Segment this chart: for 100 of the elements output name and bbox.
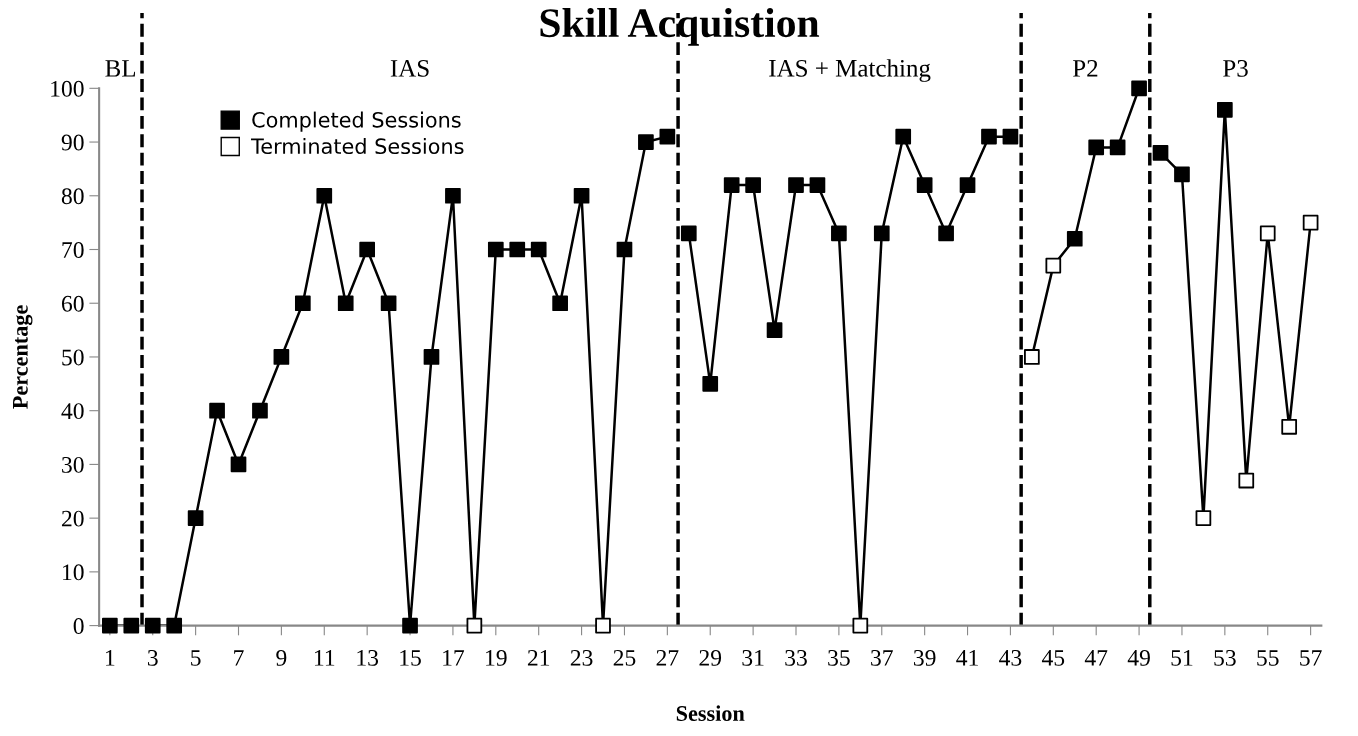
x-tick-label: 3: [147, 649, 158, 666]
point: [1131, 80, 1147, 97]
x-tick-label: 9: [276, 649, 287, 666]
point: [1281, 418, 1298, 435]
point: [659, 128, 676, 145]
point: [1238, 472, 1255, 489]
point: [852, 617, 869, 634]
x-tick-label: 53: [1214, 649, 1236, 666]
point: [552, 295, 568, 312]
x-tick-label: 57: [1300, 650, 1322, 666]
point: [1152, 144, 1169, 161]
point: [359, 241, 376, 258]
text: BL: [105, 60, 136, 77]
point: [573, 187, 590, 204]
x-tick-label: 35: [828, 649, 850, 666]
point: [595, 617, 611, 634]
point: [402, 617, 418, 634]
point: [423, 349, 440, 365]
x-tick-label: 31: [742, 649, 764, 666]
point: [1302, 214, 1319, 231]
x-tick-label: 11: [314, 650, 335, 666]
point: [1066, 230, 1083, 247]
y-tick-label: 10: [63, 564, 84, 581]
x-tick-label: 41: [956, 650, 978, 666]
point: [1109, 139, 1126, 156]
point: [788, 177, 804, 193]
text: IAS: [390, 59, 429, 77]
x-tick-label: 27: [656, 649, 679, 666]
point: [981, 128, 997, 145]
point: [509, 241, 526, 258]
point: [1045, 257, 1062, 274]
x-tick-label: 39: [913, 649, 936, 666]
y-tick-label: 80: [61, 188, 84, 205]
y-tick-label: 20: [61, 510, 84, 527]
point: [831, 225, 847, 242]
point: [252, 402, 268, 419]
x-tick-label: 1: [106, 650, 115, 666]
point: [616, 241, 633, 258]
y-tick-label: 40: [61, 403, 84, 420]
point: [1088, 139, 1105, 156]
point: [530, 241, 547, 258]
y-tick-label: 60: [61, 295, 84, 312]
x-tick-label: 43: [999, 649, 1022, 666]
point: [144, 617, 161, 634]
x-tick-label: 15: [400, 650, 421, 666]
point: [102, 617, 118, 634]
point: [1002, 128, 1019, 145]
point: [1195, 510, 1212, 526]
y-tick-label: 70: [62, 241, 84, 258]
point: [680, 225, 697, 242]
x-tick-label: 51: [1171, 650, 1193, 666]
point: [1174, 166, 1190, 183]
point: [638, 134, 654, 150]
point: [187, 510, 204, 526]
x-tick-label: 55: [1257, 650, 1279, 666]
chart-title: Skill Acquistion: [540, 7, 820, 46]
x-tick-label: 17: [443, 650, 465, 666]
x-tick-label: 23: [570, 649, 593, 666]
point: [487, 241, 504, 258]
point: [916, 177, 933, 193]
y-tick-label: 30: [62, 456, 84, 473]
point: [294, 295, 311, 312]
legend-label: Terminated Sessions: [251, 137, 464, 155]
x-tick-label: 49: [1127, 649, 1150, 666]
x-tick-label: 25: [613, 649, 636, 666]
point: [766, 322, 783, 338]
point: [166, 617, 183, 634]
text: IAS + Matching: [769, 59, 931, 82]
x-tick-label: 21: [527, 649, 550, 666]
point: [1024, 349, 1040, 365]
point: [959, 177, 976, 193]
point: [209, 402, 225, 419]
x-tick-label: 5: [191, 650, 201, 666]
point: [123, 617, 140, 634]
point: [895, 128, 912, 145]
legend-label: Completed Sessions: [252, 111, 461, 132]
point: [316, 187, 333, 204]
y-axis-title: Percentage: [13, 305, 33, 409]
point: [380, 295, 397, 312]
point: [1216, 101, 1233, 118]
x-tick-label: 33: [785, 649, 807, 666]
x-tick-label: 45: [1041, 650, 1065, 666]
point: [445, 187, 461, 204]
x-tick-label: 37: [871, 649, 893, 666]
point: [723, 177, 740, 193]
x-tick-label: 47: [1084, 650, 1108, 666]
point: [273, 349, 290, 365]
point: [1259, 225, 1276, 242]
point: [702, 375, 719, 392]
y-tick-label: 100: [51, 80, 84, 97]
point: [466, 617, 483, 634]
point: [873, 225, 890, 242]
x-tick-label: 7: [234, 650, 244, 666]
x-tick-label: 29: [699, 649, 722, 666]
x-tick-label: 19: [486, 649, 507, 666]
text: P3: [1223, 59, 1248, 77]
point: [745, 177, 761, 193]
point: [230, 456, 247, 473]
y-tick-label: 90: [61, 134, 84, 151]
x-axis-title: Session: [676, 705, 745, 721]
